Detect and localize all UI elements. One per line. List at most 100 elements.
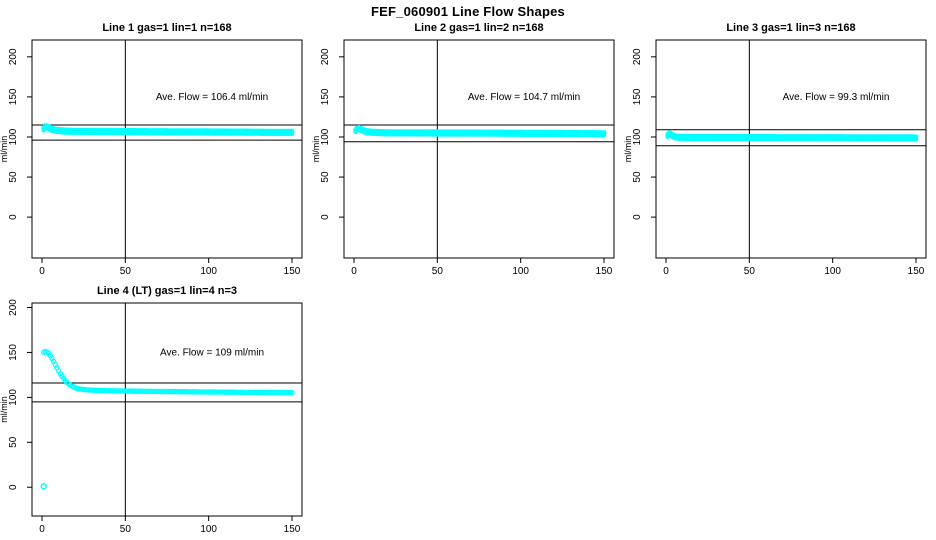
plot-box bbox=[31, 39, 303, 259]
data-point bbox=[127, 388, 133, 394]
data-point bbox=[109, 388, 115, 394]
data-point bbox=[182, 388, 188, 395]
x-tick-label: 0 bbox=[39, 266, 45, 277]
y-tick-label: 0 bbox=[8, 214, 19, 220]
y-tick-label: 100 bbox=[8, 128, 19, 145]
y-tick-label: 50 bbox=[8, 171, 19, 183]
subplot-line-3: Line 3 gas=1 lin=3 n=168 0 50 100 150 200 ml/m… bbox=[623, 20, 936, 288]
data-point bbox=[272, 389, 278, 396]
data-point bbox=[284, 389, 290, 396]
avg-flow-annotation: Ave. Flow = 99.3 ml/min bbox=[783, 92, 890, 103]
data-point bbox=[139, 388, 145, 395]
data-point bbox=[107, 388, 114, 394]
data-point bbox=[289, 389, 295, 396]
y-tick-label: 0 bbox=[632, 214, 643, 220]
avg-flow-annotation: Ave. Flow = 109 ml/min bbox=[160, 347, 264, 358]
y-tick-label: 150 bbox=[632, 88, 643, 105]
subplot-line-4: Line 4 (LT) gas=1 lin=4 n=3 0 50 100 150 200 m… bbox=[0, 283, 312, 540]
data-point bbox=[244, 389, 250, 396]
y-tick-label: 150 bbox=[8, 88, 19, 105]
data-point bbox=[289, 128, 295, 134]
data-point bbox=[913, 134, 919, 140]
x-tick-label: 100 bbox=[512, 266, 529, 277]
y-tick-label: 100 bbox=[320, 128, 331, 145]
data-point bbox=[114, 388, 120, 394]
data-point bbox=[252, 389, 258, 396]
data-point bbox=[89, 387, 95, 393]
plot-box bbox=[31, 302, 303, 517]
data-points bbox=[41, 123, 295, 137]
data-point bbox=[172, 388, 178, 395]
subplot-2-canvas: Line 2 gas=1 lin=2 n=168 0 50 100 150 200 ml/m… bbox=[311, 22, 615, 277]
data-point bbox=[197, 389, 203, 395]
data-point bbox=[92, 387, 99, 394]
y-axis-label: ml/min bbox=[312, 136, 321, 163]
y-tick-label: 50 bbox=[320, 171, 331, 183]
data-point bbox=[267, 389, 273, 396]
subplot-title: Line 4 (LT) gas=1 lin=4 n=3 bbox=[97, 285, 237, 297]
avg-flow-annotation: Ave. Flow = 106.4 ml/min bbox=[156, 92, 268, 103]
data-point bbox=[232, 389, 238, 396]
data-point bbox=[257, 389, 263, 396]
data-point bbox=[279, 389, 285, 396]
y-tick-label: 100 bbox=[8, 389, 19, 406]
data-point bbox=[164, 388, 170, 395]
x-tick-label: 0 bbox=[39, 524, 45, 535]
data-point bbox=[134, 388, 140, 394]
data-point bbox=[237, 389, 243, 396]
data-point bbox=[239, 389, 245, 396]
y-tick-label: 0 bbox=[8, 484, 19, 490]
data-point bbox=[169, 388, 175, 395]
data-point bbox=[204, 389, 210, 395]
x-tick-label: 50 bbox=[120, 266, 132, 277]
y-tick-label: 150 bbox=[8, 344, 19, 361]
data-point bbox=[214, 389, 220, 395]
x-tick-label: 150 bbox=[908, 266, 925, 277]
subplot-4-canvas: Line 4 (LT) gas=1 lin=4 n=3 0 50 100 150 200 m… bbox=[0, 285, 303, 535]
data-point bbox=[259, 389, 265, 396]
y-tick-label: 150 bbox=[320, 88, 331, 105]
data-points bbox=[665, 130, 919, 142]
data-point bbox=[227, 389, 233, 395]
x-tick-label: 100 bbox=[200, 524, 217, 535]
data-point bbox=[222, 389, 228, 395]
data-points bbox=[40, 348, 295, 490]
x-tick-label: 50 bbox=[120, 524, 132, 535]
outlier-data-point bbox=[40, 483, 47, 490]
y-axis-label: ml/min bbox=[624, 136, 633, 163]
subplot-line-1: Line 1 gas=1 lin=1 n=168 0 50 100 150 200 ml/m… bbox=[0, 20, 312, 288]
data-point bbox=[287, 389, 293, 396]
y-tick-label: 50 bbox=[8, 436, 19, 448]
data-point bbox=[167, 388, 173, 395]
data-point bbox=[249, 389, 255, 396]
data-point bbox=[242, 389, 248, 396]
x-tick-label: 150 bbox=[284, 524, 301, 535]
subplot-title: Line 2 gas=1 lin=2 n=168 bbox=[414, 22, 543, 34]
subplot-1-canvas: Line 1 gas=1 lin=1 n=168 0 50 100 150 200 ml/m… bbox=[0, 22, 303, 277]
data-point bbox=[119, 388, 125, 394]
plot-box bbox=[343, 39, 615, 259]
y-tick-label: 100 bbox=[632, 128, 643, 145]
x-tick-label: 100 bbox=[824, 266, 841, 277]
subplot-3-canvas: Line 3 gas=1 lin=3 n=168 0 50 100 150 200 ml/m… bbox=[623, 22, 927, 277]
x-tick-label: 150 bbox=[284, 266, 301, 277]
data-point bbox=[144, 388, 150, 395]
data-point bbox=[117, 388, 124, 394]
data-point bbox=[187, 389, 193, 395]
data-point bbox=[601, 130, 607, 135]
x-tick-label: 0 bbox=[663, 266, 669, 277]
data-point bbox=[192, 389, 198, 395]
data-point bbox=[277, 389, 283, 396]
x-tick-label: 150 bbox=[596, 266, 613, 277]
data-point bbox=[264, 389, 270, 396]
data-point bbox=[112, 388, 119, 394]
x-tick-label: 50 bbox=[744, 266, 756, 277]
data-point bbox=[199, 389, 205, 395]
data-point bbox=[229, 389, 235, 395]
data-point bbox=[149, 388, 155, 395]
data-point bbox=[179, 388, 185, 395]
data-point bbox=[122, 388, 129, 394]
data-point bbox=[104, 387, 110, 394]
data-point bbox=[207, 389, 213, 395]
